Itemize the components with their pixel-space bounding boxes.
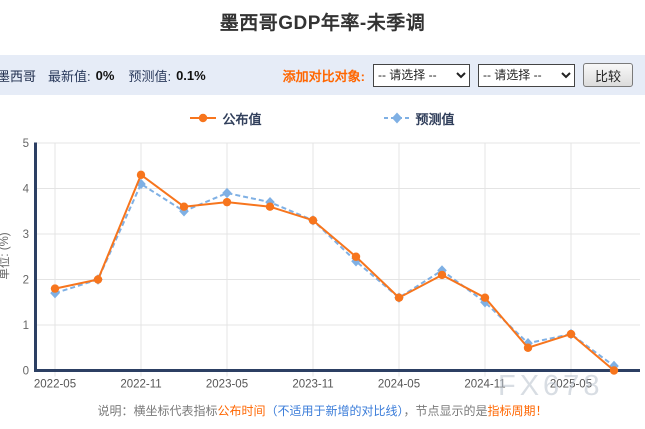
svg-text:1: 1 — [23, 320, 29, 332]
chart-legend: 公布值 预测值 — [0, 106, 645, 130]
svg-text:2023-11: 2023-11 — [292, 379, 333, 391]
legend-actual-label: 公布值 — [222, 111, 262, 127]
footnote-indicator-period: 指标周期！ — [487, 404, 548, 418]
latest-label: 最新值: — [48, 68, 91, 84]
compare-controls: 添加对比对象: -- 请选择 -- -- 请选择 -- 比较 — [283, 63, 633, 87]
forecast-label: 预测值: — [128, 68, 172, 84]
page-title: 墨西哥GDP年率-未季调 — [219, 13, 426, 34]
footnote-publish-time: 公布时间 — [217, 404, 266, 418]
actual-line-marker-icon — [190, 113, 217, 123]
svg-text:2025-05: 2025-05 — [550, 379, 592, 391]
svg-text:2: 2 — [23, 275, 29, 287]
svg-text:2022-11: 2022-11 — [120, 379, 161, 391]
y-axis-unit-label: 单位: (%) — [0, 232, 11, 280]
legend-forecast-label: 预测值 — [415, 111, 455, 127]
legend-item-actual[interactable]: 公布值 — [190, 109, 262, 128]
info-bar: 墨西哥 最新值: 0% 预测值: 0.1% 添加对比对象: -- 请选择 -- … — [0, 55, 645, 95]
svg-text:0: 0 — [23, 366, 29, 378]
svg-text:2024-11: 2024-11 — [464, 379, 505, 391]
compare-button[interactable]: 比较 — [582, 63, 633, 87]
forecast-line-marker-icon — [383, 112, 410, 124]
footnote: 说明：横坐标代表指标公布时间（不适用于新增的对比线），节点显示的是指标周期！ — [0, 402, 645, 419]
svg-text:5: 5 — [23, 138, 29, 150]
legend-item-forecast[interactable]: 预测值 — [383, 109, 455, 128]
svg-text:3: 3 — [23, 229, 29, 241]
svg-text:4: 4 — [23, 184, 30, 196]
svg-text:2024-05: 2024-05 — [378, 379, 420, 391]
footnote-middle: ，节点显示的是 — [403, 404, 488, 418]
compare-select-1[interactable]: -- 请选择 -- — [372, 63, 470, 87]
latest-value: 0% — [95, 67, 115, 83]
footnote-prefix: 说明：横坐标代表指标 — [97, 404, 218, 418]
compare-select-2[interactable]: -- 请选择 -- — [477, 63, 575, 87]
country-label: 墨西哥 — [0, 68, 37, 84]
line-chart-canvas: 0 1 2 3 4 5 2022-05 2022-11 2023-05 2023-11 2024-0… — [23, 138, 640, 391]
latest-values-group: 墨西哥 最新值: 0% 预测值: 0.1% — [0, 66, 220, 85]
svg-text:2023-05: 2023-05 — [206, 379, 248, 391]
add-compare-label: 添加对比对象: — [282, 68, 365, 84]
svg-text:2022-05: 2022-05 — [34, 379, 76, 391]
chart-area: 0 1 2 3 4 5 2022-05 2022-11 2023-05 2023-11 2024-0… — [0, 130, 645, 395]
forecast-value: 0.1% — [176, 67, 206, 83]
footnote-parenthetical: （不适用于新增的对比线） — [265, 404, 404, 418]
